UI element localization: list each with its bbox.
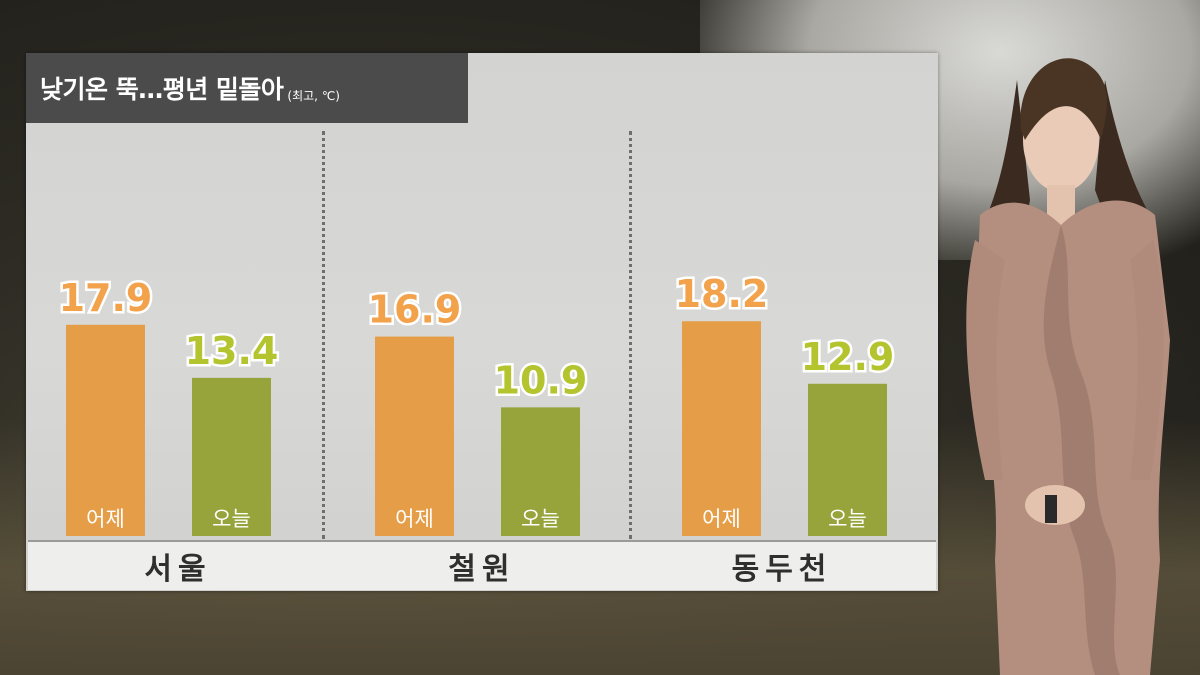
bar-category-label-cheorwon-yesterday: 어제 xyxy=(395,507,434,531)
data-label-cheorwon-today: 10.9 xyxy=(494,358,588,402)
bar-seoul-today xyxy=(192,377,271,536)
city-label-seoul: 서울 xyxy=(144,552,212,587)
bar-seoul-yesterday xyxy=(66,324,145,536)
city-label-dongducheon: 동두천 xyxy=(731,552,833,587)
bar-cheorwon-yesterday xyxy=(375,336,454,536)
divider-1 xyxy=(322,131,325,539)
divider-2 xyxy=(629,131,632,539)
data-label-cheorwon-yesterday: 16.9 xyxy=(368,288,462,332)
data-label-seoul-yesterday: 17.9 xyxy=(59,276,153,320)
bar-dongducheon-today xyxy=(808,383,887,536)
chart-unit: (최고, ℃) xyxy=(287,88,340,103)
weather-chart-panel: 낮기온 뚝…평년 밑돌아 (최고, ℃) 어제 17.9 오늘 13.4 어제 16.9 오… xyxy=(26,53,938,591)
bar-category-label-seoul-yesterday: 어제 xyxy=(86,507,125,531)
data-label-seoul-today: 13.4 xyxy=(185,329,279,373)
bar-chart: 어제 17.9 오늘 13.4 어제 16.9 오늘 10.9 어제 18.2 오늘 12.9 xyxy=(56,270,897,536)
city-label-bar: 서울 철원 동두천 xyxy=(28,540,936,590)
presenter-figure xyxy=(966,58,1170,675)
chart-title-box: 낮기온 뚝…평년 밑돌아 (최고, ℃) xyxy=(26,53,468,123)
bar-category-label-cheorwon-today: 오늘 xyxy=(521,507,560,531)
bar-category-label-dongducheon-yesterday: 어제 xyxy=(702,507,741,531)
bar-category-label-dongducheon-today: 오늘 xyxy=(828,507,867,531)
chart-title: 낮기온 뚝…평년 밑돌아 xyxy=(40,75,284,104)
bar-dongducheon-yesterday xyxy=(682,321,761,536)
city-label-cheorwon: 철원 xyxy=(448,552,516,587)
bar-category-label-seoul-today: 오늘 xyxy=(212,507,251,531)
data-label-dongducheon-today: 12.9 xyxy=(801,335,895,379)
bar-cheorwon-today xyxy=(501,407,580,536)
data-label-dongducheon-yesterday: 18.2 xyxy=(675,272,769,316)
